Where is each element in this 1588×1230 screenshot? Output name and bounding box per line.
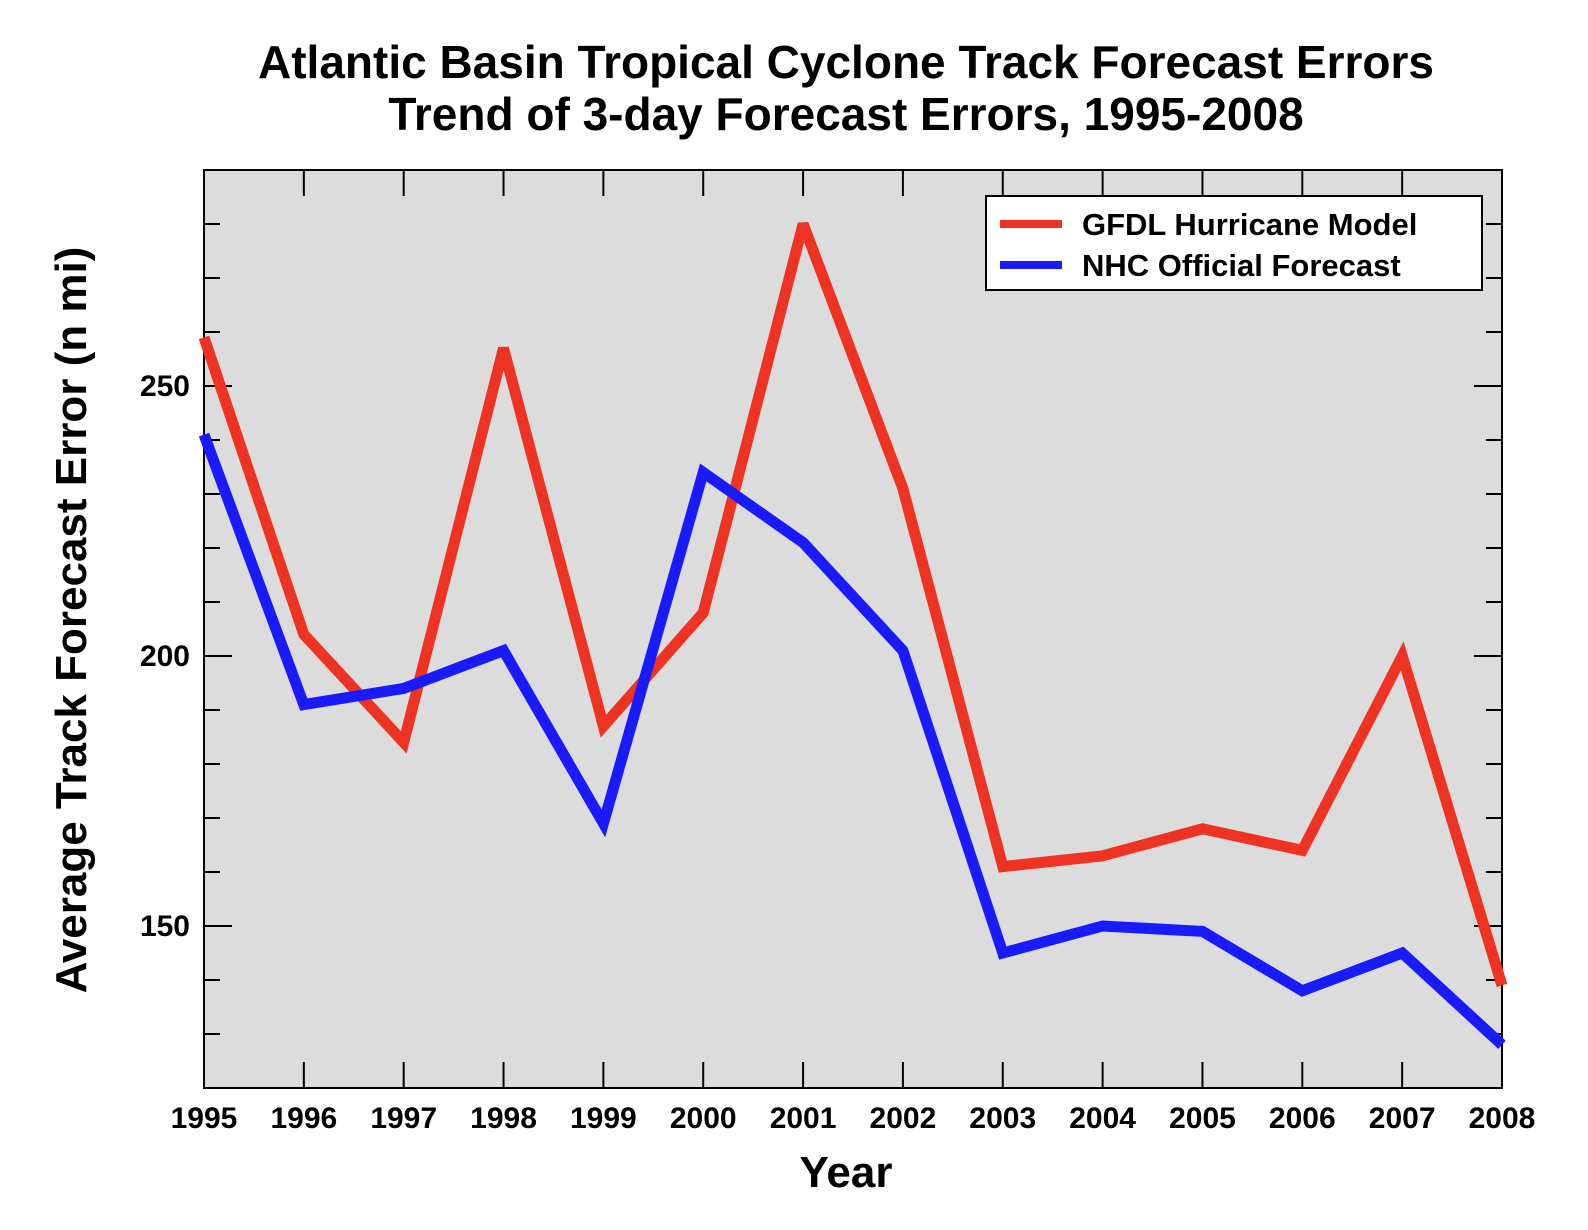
x-axis-ticks: [203, 170, 1503, 1088]
x-tick-label: 2008: [1469, 1102, 1536, 1135]
x-tick-label: 2003: [969, 1102, 1036, 1135]
x-axis-tick-labels: 1995 1996 1997 1998 1999 2000 2001 2002 2003 2004…: [171, 1102, 1536, 1135]
y-tick-label: 200: [140, 640, 190, 673]
y-axis-tick-labels: 150 200 250: [140, 370, 190, 943]
series-layer: [198, 222, 1508, 1049]
x-tick-label: 2004: [1069, 1102, 1136, 1135]
legend-label-nhc: NHC Official Forecast: [1082, 248, 1401, 283]
x-axis-title: Year: [800, 1148, 893, 1197]
series-line-1: [198, 432, 1506, 1049]
y-tick-label: 250: [140, 370, 190, 403]
x-tick-label: 2007: [1369, 1102, 1436, 1135]
x-tick-label: 1996: [270, 1102, 337, 1135]
x-tick-label: 1997: [370, 1102, 437, 1135]
x-tick-label: 1998: [470, 1102, 537, 1135]
legend-label-gfdl: GFDL Hurricane Model: [1082, 207, 1417, 242]
x-tick-label: 1999: [570, 1102, 637, 1135]
legend-box: [985, 195, 1483, 291]
chart-title: Atlantic Basin Tropical Cyclone Track Fo…: [258, 36, 1434, 88]
x-tick-label: 2000: [670, 1102, 737, 1135]
x-tick-label: 2002: [870, 1102, 937, 1135]
plot-area: [203, 169, 1503, 1089]
x-tick-label: 2001: [770, 1102, 837, 1135]
x-tick-label: 2005: [1169, 1102, 1236, 1135]
legend: GFDL Hurricane Model NHC Official Foreca…: [985, 195, 1483, 291]
x-tick-label: 1995: [171, 1102, 238, 1135]
chart-subtitle: Trend of 3-day Forecast Errors, 1995-200…: [388, 88, 1303, 140]
y-tick-label: 150: [140, 910, 190, 943]
y-axis-title: Average Track Forecast Error (n mi): [47, 247, 96, 994]
x-tick-label: 2006: [1269, 1102, 1336, 1135]
